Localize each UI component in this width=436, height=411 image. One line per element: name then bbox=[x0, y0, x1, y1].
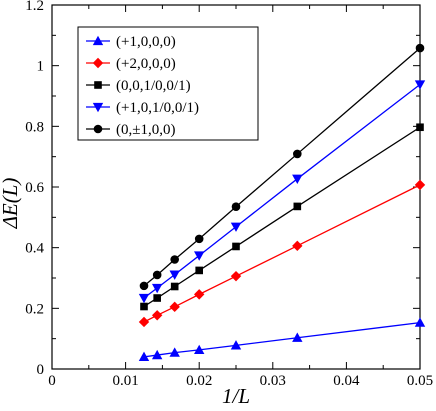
series-2-point bbox=[292, 240, 303, 252]
x-tick-label: 0.05 bbox=[407, 373, 433, 389]
series-2-point bbox=[414, 179, 426, 191]
x-tick-label: 0.03 bbox=[260, 373, 286, 389]
series-5-point bbox=[170, 255, 179, 264]
y-tick-label: 1 bbox=[37, 59, 45, 75]
legend-marker-4 bbox=[92, 102, 104, 113]
series-1-point bbox=[194, 344, 205, 355]
x-axis-title: 1/L bbox=[222, 384, 250, 408]
y-tick-label: 0.2 bbox=[25, 301, 44, 317]
x-tick-label: 0.02 bbox=[186, 373, 212, 389]
series-1-point bbox=[292, 332, 303, 342]
legend-label-4: (+1,0,1/0,0/1) bbox=[116, 100, 199, 116]
x-tick-label: 0.04 bbox=[333, 373, 360, 389]
legend-label-1: (+1,0,0,0) bbox=[116, 34, 176, 50]
series-line-1 bbox=[143, 321, 421, 358]
legend-marker-5 bbox=[93, 124, 103, 134]
series-2-point bbox=[169, 301, 180, 313]
series-2-point bbox=[138, 316, 150, 328]
series-4-point bbox=[230, 222, 242, 232]
y-axis-title: ΔE(L) bbox=[0, 178, 22, 230]
series-1-point bbox=[138, 351, 150, 362]
series-5-point bbox=[194, 234, 204, 244]
series-3-point bbox=[416, 123, 424, 132]
series-5-point bbox=[139, 281, 149, 291]
series-4-point bbox=[138, 293, 150, 304]
series-3-point bbox=[232, 242, 240, 251]
series-5-point bbox=[152, 270, 162, 280]
series-2-point bbox=[194, 289, 205, 300]
y-tick-label: 0.6 bbox=[25, 180, 44, 196]
series-line-2 bbox=[143, 184, 421, 323]
series-1-point bbox=[230, 340, 242, 350]
series-1-point bbox=[414, 317, 426, 327]
series-line-3 bbox=[143, 126, 421, 308]
y-tick-label: 0.8 bbox=[25, 119, 44, 135]
legend-label-5: (0,±1,0,0) bbox=[116, 122, 175, 138]
x-tick-label: 0 bbox=[48, 373, 56, 389]
series-5-point bbox=[415, 43, 425, 53]
series-4-point bbox=[292, 174, 303, 185]
series-1-point bbox=[169, 347, 180, 357]
y-tick-label: 0.4 bbox=[25, 241, 44, 257]
legend-marker-2 bbox=[92, 57, 104, 69]
series-2-point bbox=[151, 310, 163, 321]
legend-marker-1 bbox=[92, 35, 104, 46]
series-4-point bbox=[414, 80, 426, 90]
series-4-point bbox=[151, 283, 163, 294]
x-tick-label: 0.01 bbox=[112, 373, 138, 389]
legend-label-2: (+2,0,0,0) bbox=[116, 56, 176, 72]
legend: (+1,0,0,0) (+2,0,0,0) (0,0,1/0,0/1) (+1,0,1… bbox=[77, 26, 259, 141]
legend-marker-3 bbox=[94, 81, 102, 89]
legend-box bbox=[77, 26, 259, 141]
y-tick-label: 1.2 bbox=[25, 0, 44, 14]
series-1-point bbox=[151, 349, 163, 360]
series-5-point bbox=[231, 202, 241, 212]
series-4-point bbox=[169, 270, 180, 280]
series-5-point bbox=[293, 149, 302, 159]
series-3-point bbox=[153, 294, 161, 302]
series-3-point bbox=[195, 266, 203, 275]
axis-ticks: 0 0.01 0.02 0.03 0.04 0.05 0 0.2 0.4 0.6 0.8 1 1.2 bbox=[25, 0, 433, 389]
legend-label-3: (0,0,1/0,0/1) bbox=[116, 78, 191, 94]
series-2-point bbox=[230, 270, 242, 282]
series-3-point bbox=[293, 202, 302, 211]
series-3-point bbox=[170, 282, 179, 291]
series-layer bbox=[138, 43, 426, 362]
series-3-point bbox=[140, 302, 148, 311]
series-4-point bbox=[194, 251, 205, 261]
y-tick-label: 0 bbox=[37, 362, 45, 378]
